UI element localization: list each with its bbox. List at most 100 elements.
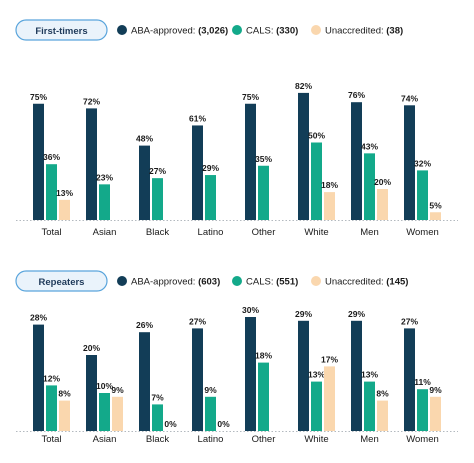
panel-label: Repeaters [39, 277, 85, 288]
panel-label: First-timers [35, 26, 87, 37]
value-label-aba-men: 76% [348, 90, 365, 100]
value-label-cals-asian: 23% [96, 172, 113, 182]
bar-cals-women [417, 170, 428, 220]
category-label-black: Black [146, 434, 169, 445]
bar-cals-other [258, 362, 269, 431]
value-label-cals-latino: 9% [204, 385, 217, 395]
value-label-unaccredited-white: 18% [321, 180, 338, 190]
value-label-cals-men: 13% [361, 370, 378, 380]
legend-swatch-3 [311, 276, 321, 286]
bar-aba-women [404, 328, 415, 431]
legend-entry-2: CALS: (551) [246, 277, 298, 288]
bar-cals-total [46, 164, 57, 220]
value-label-cals-white: 13% [308, 370, 325, 380]
bar-aba-other [245, 103, 256, 220]
value-label-cals-asian: 10% [96, 381, 113, 391]
bar-cals-men [364, 381, 375, 431]
value-label-aba-total: 75% [30, 92, 47, 102]
value-label-cals-latino: 29% [202, 163, 219, 173]
category-label-women: Women [406, 227, 439, 238]
category-label-black: Black [146, 227, 169, 238]
bar-unaccredited-white [324, 366, 335, 431]
value-label-aba-women: 27% [401, 316, 418, 326]
value-label-unaccredited-women: 9% [429, 385, 442, 395]
value-label-unaccredited-white: 17% [321, 354, 338, 364]
panel-label-pill [15, 270, 108, 292]
value-label-cals-black: 27% [149, 166, 166, 176]
value-label-cals-women: 32% [414, 158, 431, 168]
bar-unaccredited-women [430, 212, 441, 220]
value-label-unaccredited-asian: 9% [111, 385, 124, 395]
value-label-aba-white: 29% [295, 309, 312, 319]
category-label-latino: Latino [198, 434, 224, 445]
bar-aba-total [33, 103, 44, 220]
legend-swatch-2 [232, 276, 242, 286]
legend-swatch-1 [117, 276, 127, 286]
bar-unaccredited-white [324, 192, 335, 220]
bar-aba-white [298, 320, 309, 431]
category-label-total: Total [41, 434, 61, 445]
bar-cals-white [311, 381, 322, 431]
legend-entry-3: Unaccredited: (145) [325, 277, 408, 288]
value-label-unaccredited-women: 5% [429, 200, 442, 210]
value-label-cals-black: 7% [151, 392, 164, 402]
value-label-cals-total: 12% [43, 373, 60, 383]
value-label-cals-white: 50% [308, 131, 325, 141]
category-label-latino: Latino [198, 227, 224, 238]
bar-cals-black [152, 404, 163, 431]
value-label-aba-other: 30% [242, 305, 259, 315]
bar-unaccredited-total [59, 199, 70, 220]
value-label-aba-total: 28% [30, 313, 47, 323]
value-label-cals-men: 43% [361, 141, 378, 151]
bar-aba-white [298, 92, 309, 220]
legend-swatch-1 [117, 25, 127, 35]
value-label-cals-other: 35% [255, 154, 272, 164]
category-label-men: Men [360, 227, 378, 238]
bar-aba-latino [192, 328, 203, 431]
category-label-asian: Asian [93, 434, 117, 445]
bar-unaccredited-men [377, 189, 388, 220]
category-label-men: Men [360, 434, 378, 445]
value-label-cals-other: 18% [255, 351, 272, 361]
legend-entry-3: Unaccredited: (38) [325, 26, 403, 37]
legend-entry-2: CALS: (330) [246, 26, 298, 37]
bar-cals-latino [205, 175, 216, 220]
chart-panel-2: Repeaters ABA-approved: (603) CALS: (551) U… [15, 270, 458, 445]
value-label-cals-total: 36% [43, 152, 60, 162]
bar-cals-total [46, 385, 57, 431]
bar-unaccredited-men [377, 400, 388, 431]
bar-unaccredited-women [430, 396, 441, 431]
legend-entry-1: ABA-approved: (3,026) [131, 26, 228, 37]
value-label-aba-white: 82% [295, 81, 312, 91]
value-label-aba-men: 29% [348, 309, 365, 319]
value-label-unaccredited-latino: 0% [217, 419, 230, 429]
category-label-women: Women [406, 434, 439, 445]
value-label-aba-asian: 20% [83, 343, 100, 353]
value-label-aba-latino: 27% [189, 316, 206, 326]
category-label-white: White [304, 434, 328, 445]
value-label-unaccredited-total: 13% [56, 188, 73, 198]
bar-aba-asian [86, 355, 97, 431]
bar-unaccredited-asian [112, 396, 123, 431]
legend-entry-1: ABA-approved: (603) [131, 277, 220, 288]
bar-cals-white [311, 142, 322, 220]
bar-cals-latino [205, 396, 216, 431]
bar-cals-black [152, 178, 163, 220]
bar-aba-total [33, 324, 44, 431]
bar-aba-asian [86, 108, 97, 220]
bar-aba-men [351, 102, 362, 220]
category-label-asian: Asian [93, 227, 117, 238]
value-label-aba-asian: 72% [83, 96, 100, 106]
category-label-other: Other [252, 434, 276, 445]
value-label-aba-black: 48% [136, 134, 153, 144]
value-label-aba-latino: 61% [189, 113, 206, 123]
bar-unaccredited-total [59, 400, 70, 431]
legend-swatch-3 [311, 25, 321, 35]
bar-aba-black [139, 332, 150, 431]
bar-aba-black [139, 145, 150, 220]
bar-aba-women [404, 105, 415, 220]
value-label-unaccredited-total: 8% [58, 389, 71, 399]
value-label-unaccredited-black: 0% [164, 419, 177, 429]
category-label-other: Other [252, 227, 276, 238]
